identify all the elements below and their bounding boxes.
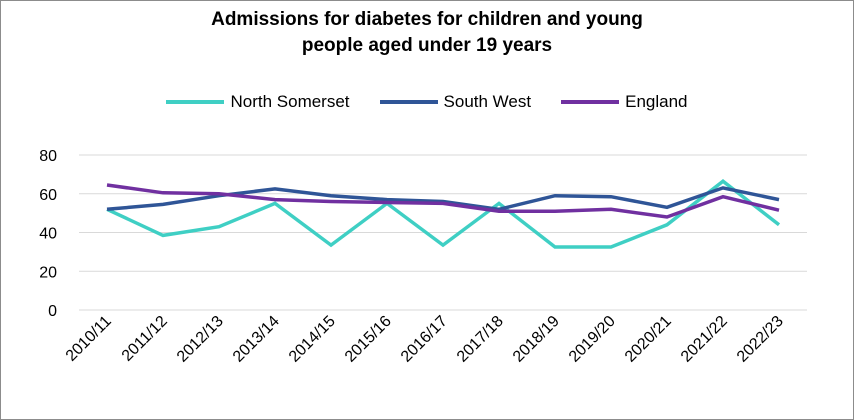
y-tick-label-80: 80	[39, 148, 57, 165]
legend-label-south-west: South West	[443, 92, 532, 111]
x-tick-label-2010-11: 2010/11	[63, 313, 115, 365]
series-line-south-west	[106, 186, 780, 212]
y-tick-label-0: 0	[48, 303, 57, 320]
y-tick-label-40: 40	[39, 226, 57, 243]
legend-item-england: England	[561, 92, 688, 112]
x-tick-label-2015-16: 2015/16	[342, 313, 395, 366]
chart-title-line-1: Admissions for diabetes for children and…	[211, 9, 643, 30]
legend-item-north-somerset: North Somerset	[166, 92, 350, 112]
x-tick-label-2018-19: 2018/19	[510, 313, 563, 366]
series-line-north-somerset	[106, 178, 781, 249]
chart-title-line-2: people aged under 19 years	[301, 35, 553, 56]
x-tick-label-2017-18: 2017/18	[454, 313, 507, 366]
legend-swatch-england	[561, 100, 620, 104]
chart-title: Admissions for diabetes for children and…	[1, 7, 853, 59]
legend-swatch-north-somerset	[166, 100, 225, 104]
y-tick-label-20: 20	[39, 264, 57, 281]
x-tick-label-2021-22: 2021/22	[678, 313, 731, 366]
x-tick-label-2012-13: 2012/13	[174, 313, 227, 366]
x-tick-label-2016-17: 2016/17	[398, 313, 451, 366]
legend-label-north-somerset: North Somerset	[230, 92, 350, 111]
y-tick-label-60: 60	[39, 187, 57, 204]
legend-label-england: England	[625, 92, 688, 111]
legend-swatch-south-west	[379, 100, 438, 104]
x-tick-label-2013-14: 2013/14	[230, 313, 283, 366]
x-tick-label-2011-12: 2011/12	[119, 313, 171, 365]
x-tick-label-2019-20: 2019/20	[566, 313, 619, 366]
x-tick-label-2022-23: 2022/23	[734, 313, 787, 366]
x-tick-label-2020-21: 2020/21	[622, 313, 675, 366]
series-line-england	[106, 183, 780, 219]
chart-legend: North Somerset South West England	[1, 92, 853, 112]
legend-item-south-west: South West	[379, 92, 532, 112]
x-tick-label-2014-15: 2014/15	[286, 313, 339, 366]
